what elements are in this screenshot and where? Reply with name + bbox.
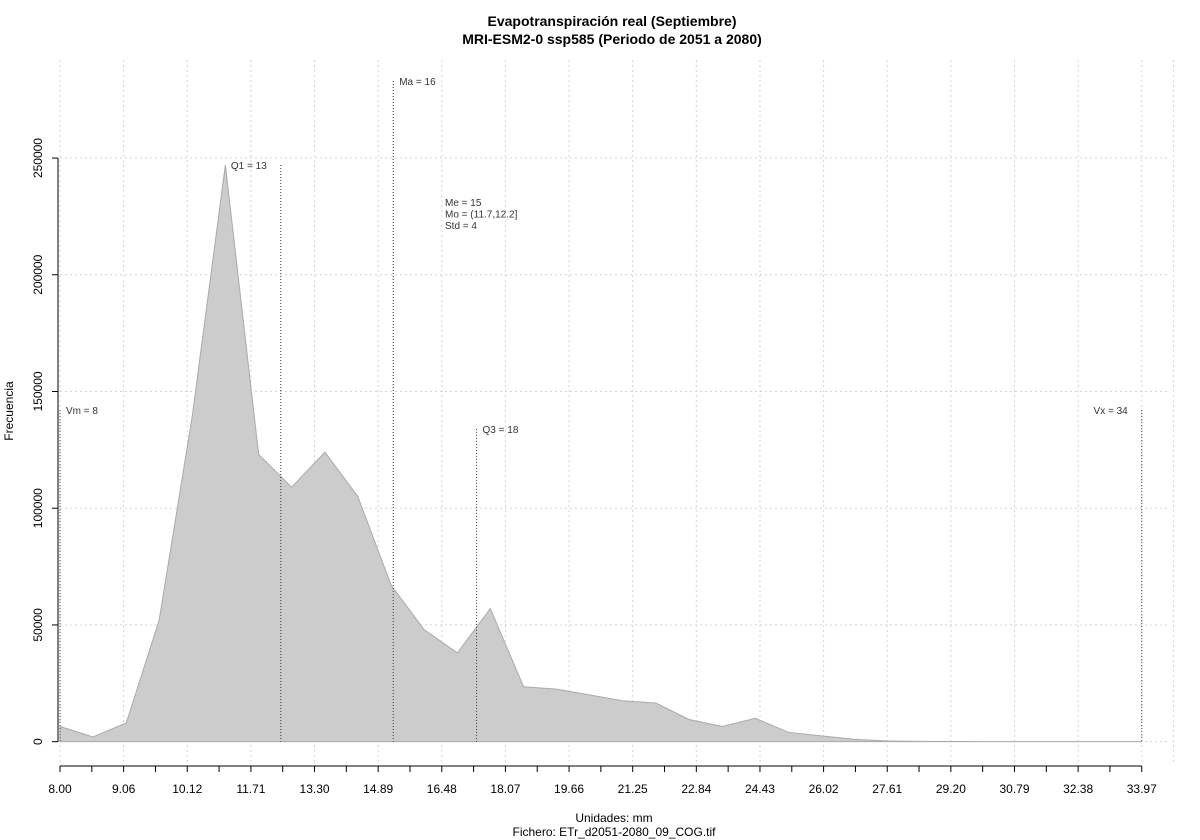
- x-tick-label: 10.12: [172, 782, 202, 796]
- x-tick-label: 9.06: [112, 782, 136, 796]
- marker-label: Q1 = 13: [231, 161, 267, 172]
- x-tick-label: 26.02: [809, 782, 839, 796]
- x-tick-label: 22.84: [681, 782, 711, 796]
- stats-line: Me = 15: [445, 198, 482, 209]
- y-tick-label: 100000: [31, 488, 45, 528]
- marker-label: Q3 = 18: [483, 425, 519, 436]
- x-tick-label: 16.48: [427, 782, 457, 796]
- x-tick-label: 8.00: [48, 782, 72, 796]
- x-tick-label: 29.20: [936, 782, 966, 796]
- y-tick-label: 250000: [31, 138, 45, 178]
- x-tick-label: 33.97: [1127, 782, 1157, 796]
- x-tick-label: 24.43: [745, 782, 775, 796]
- chart-title: Evapotranspiración real (Septiembre): [488, 13, 737, 29]
- x-tick-label: 11.71: [236, 782, 265, 796]
- frequency-area: [59, 164, 1142, 743]
- data-area: [59, 164, 1142, 743]
- x-tick-label: 18.07: [490, 782, 520, 796]
- x-tick-label: 13.30: [300, 782, 330, 796]
- marker-label: Vx = 34: [1094, 406, 1129, 417]
- x-tick-label: 19.66: [554, 782, 584, 796]
- x-tick-label: 27.61: [872, 782, 902, 796]
- y-tick-label: 50000: [31, 608, 45, 642]
- marker-label: Vm = 8: [66, 406, 98, 417]
- chart-subtitle: MRI-ESM2-0 ssp585 (Periodo de 2051 a 208…: [462, 31, 762, 47]
- statistic-markers: Vm = 8 Q1 = 13 Ma = 16 Q3 = 18 Vx = 34: [59, 77, 1143, 742]
- stats-line: Std = 4: [445, 221, 477, 232]
- x-tick-label: 30.79: [999, 782, 1029, 796]
- stats-line: Mo = (11.7,12.2]: [445, 210, 518, 221]
- x-tick-label: 32.38: [1063, 782, 1093, 796]
- x-axis-label: Unidades: mm: [575, 811, 652, 825]
- y-tick-label: 0: [31, 738, 45, 745]
- x-tick-label: 21.25: [618, 782, 648, 796]
- y-axis: 0 50000 100000 150000 200000 250000: [31, 138, 59, 745]
- file-caption: Fichero: ETr_d2051-2080_09_COG.tif: [513, 825, 717, 839]
- marker-label: Ma = 16: [399, 77, 436, 88]
- y-tick-label: 150000: [31, 371, 45, 411]
- y-tick-label: 200000: [31, 254, 45, 294]
- x-tick-label: 14.89: [363, 782, 393, 796]
- y-axis-label: Frecuencia: [2, 381, 16, 441]
- x-axis: 8.00 9.06 10.12 11.71 13.30 14.89 16.48 18.07 19…: [48, 765, 1157, 796]
